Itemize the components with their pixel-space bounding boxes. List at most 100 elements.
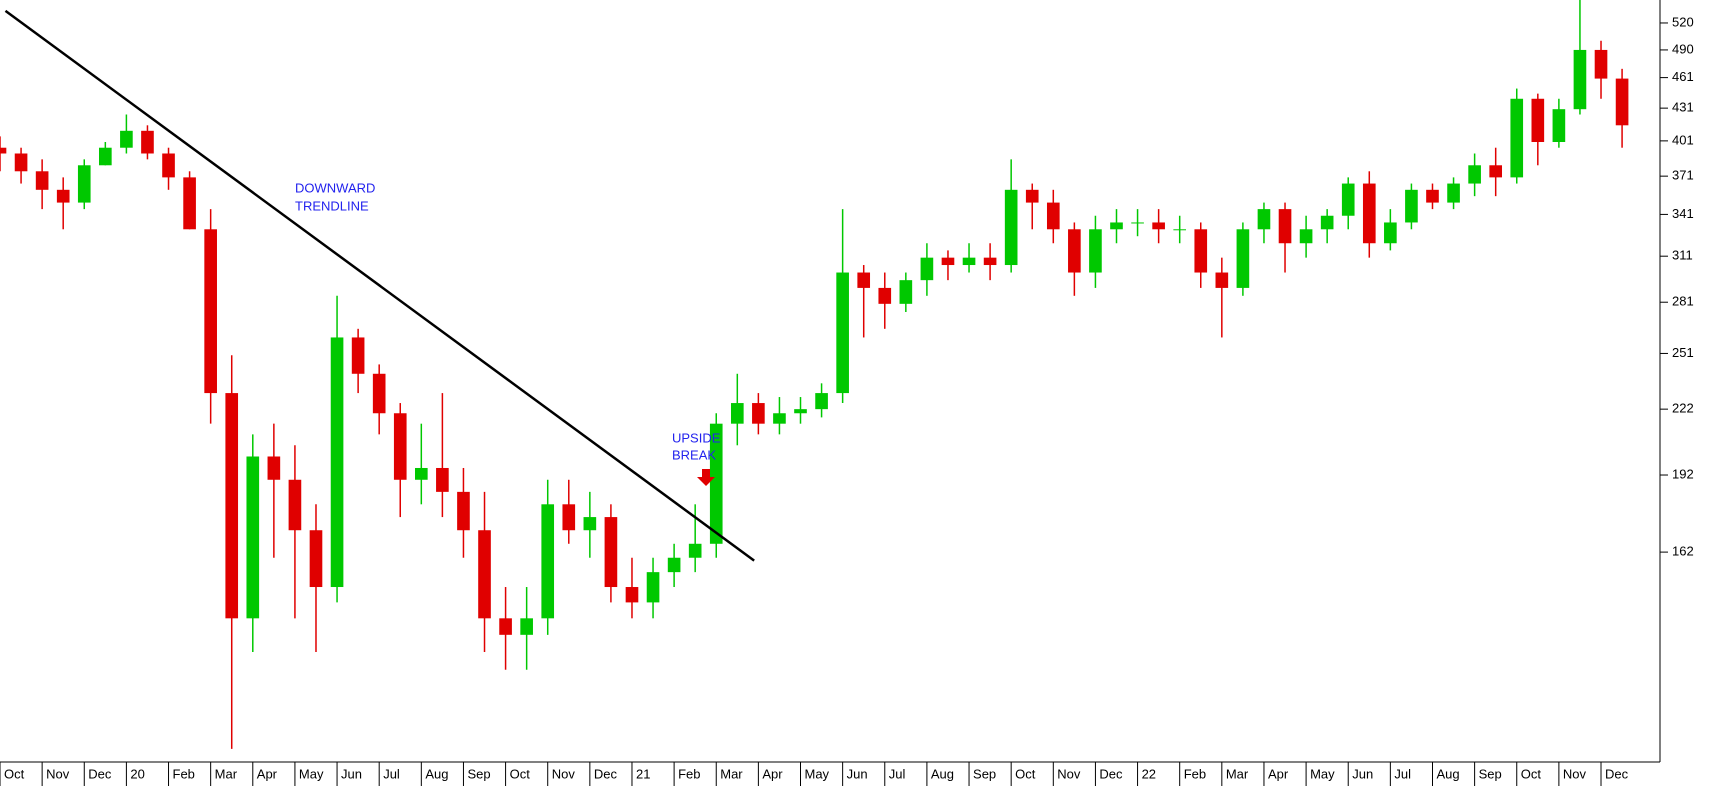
x-tick-label: Feb — [678, 766, 700, 781]
candle-body — [99, 147, 112, 166]
candle-body — [983, 257, 997, 266]
x-tick-label: Dec — [1605, 766, 1629, 781]
candle-body — [878, 287, 892, 304]
candle-body — [583, 517, 597, 531]
candle-body — [351, 337, 365, 374]
annotation: BREAK — [672, 447, 716, 462]
x-tick-label: Oct — [1521, 766, 1542, 781]
x-tick-label: Dec — [1099, 766, 1123, 781]
x-tick-label: Apr — [762, 766, 783, 781]
x-tick-label: Dec — [88, 766, 112, 781]
candle-body — [1362, 183, 1376, 244]
candle-body — [478, 530, 491, 619]
candle-body — [604, 517, 618, 588]
annotation: DOWNWARD — [295, 180, 375, 195]
candle-body — [625, 587, 639, 603]
candle-body — [899, 280, 913, 304]
candle-body — [1068, 229, 1081, 273]
candle-body — [162, 153, 175, 178]
y-tick-label: 461 — [1672, 69, 1694, 84]
x-tick-label: Jul — [889, 766, 906, 781]
candle-body — [1447, 183, 1460, 203]
candle-body — [1173, 229, 1187, 231]
candle-body — [183, 177, 196, 230]
x-tick-label: 22 — [1142, 766, 1156, 781]
x-tick-label: 20 — [130, 766, 144, 781]
candle-body — [646, 572, 660, 603]
x-tick-label: Nov — [46, 766, 70, 781]
candle-body — [709, 423, 723, 544]
candle-body — [1615, 78, 1629, 126]
candle-body — [1573, 49, 1587, 110]
candle-body — [1405, 189, 1418, 223]
candle-body — [0, 147, 7, 154]
candle-body — [1215, 272, 1229, 288]
y-tick-label: 371 — [1672, 168, 1694, 183]
trendline — [4, 9, 755, 562]
candle-body — [309, 530, 323, 588]
x-tick-label: Aug — [1436, 766, 1459, 781]
candle-body — [941, 257, 955, 266]
candle-body — [1531, 98, 1545, 143]
candle-body — [35, 171, 49, 190]
x-tick-label: Oct — [4, 766, 25, 781]
candle-body — [14, 153, 28, 172]
candle-body — [688, 543, 702, 558]
candle-body — [962, 257, 976, 266]
candle-body — [393, 413, 407, 480]
x-tick-label: Sep — [467, 766, 490, 781]
y-tick-label: 490 — [1672, 41, 1694, 56]
y-tick-label: 520 — [1672, 14, 1694, 29]
candle-body — [1299, 229, 1313, 244]
x-tick-label: Apr — [1268, 766, 1289, 781]
candle-body — [1384, 222, 1397, 244]
x-tick-label: Mar — [1226, 766, 1249, 781]
candle-body — [415, 467, 428, 480]
x-tick-label: Jul — [1394, 766, 1411, 781]
y-tick-label: 311 — [1672, 248, 1693, 263]
candle-body — [288, 479, 302, 531]
candle-body — [330, 337, 344, 588]
y-tick-label: 281 — [1672, 294, 1694, 309]
candle-body — [1426, 189, 1439, 203]
candle-body — [120, 130, 133, 148]
candle-body — [794, 409, 807, 414]
candle-body — [562, 504, 576, 531]
candle-body — [204, 229, 217, 394]
plot-area — [0, 0, 1629, 749]
x-tick-label: Sep — [1479, 766, 1502, 781]
x-tick-label: Mar — [215, 766, 238, 781]
candle-body — [1552, 109, 1566, 143]
candle-body — [1320, 215, 1334, 230]
candle-body — [1257, 209, 1271, 230]
x-tick-label: Nov — [1057, 766, 1081, 781]
x-tick-label: Aug — [931, 766, 954, 781]
x-tick-label: Nov — [1563, 766, 1587, 781]
candle-body — [836, 272, 849, 394]
x-tick-label: Jun — [341, 766, 362, 781]
candle-body — [1489, 165, 1503, 178]
x-tick-label: Oct — [1015, 766, 1036, 781]
candle-body — [457, 491, 470, 531]
candle-body — [141, 130, 154, 154]
x-tick-label: Mar — [720, 766, 743, 781]
y-tick-label: 401 — [1672, 132, 1694, 147]
x-tick-label: Feb — [173, 766, 195, 781]
candle-body — [815, 393, 828, 410]
x-tick-label: May — [805, 766, 830, 781]
candle-body — [541, 504, 555, 619]
x-tick-label: Apr — [257, 766, 278, 781]
x-tick-label: Feb — [1184, 766, 1206, 781]
break-arrow — [697, 469, 715, 486]
x-tick-label: Oct — [510, 766, 531, 781]
candle-body — [1194, 229, 1208, 273]
candle-body — [730, 403, 744, 424]
candle-body — [1236, 229, 1250, 288]
annotation: TRENDLINE — [295, 198, 369, 213]
candle-body — [667, 557, 681, 573]
candle-body — [246, 456, 260, 619]
candle-body — [920, 257, 934, 281]
candle-body — [225, 393, 239, 619]
candle-body — [1110, 222, 1123, 230]
